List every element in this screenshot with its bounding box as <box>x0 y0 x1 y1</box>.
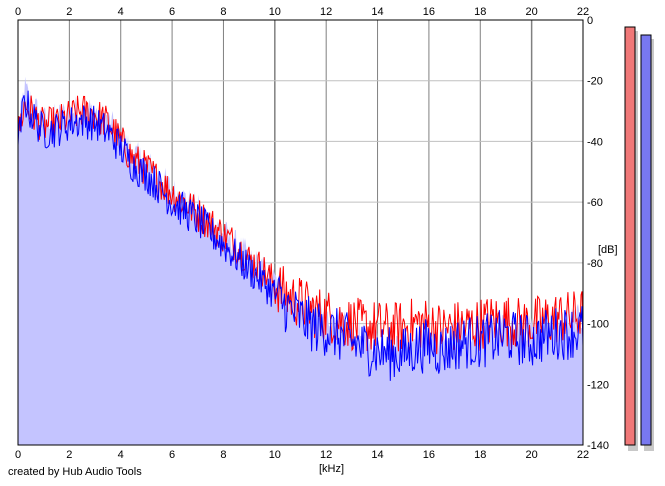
x-tick-label-top: 4 <box>118 6 124 18</box>
series-line-blue <box>17 90 584 381</box>
x-tick-label-bottom: 0 <box>15 449 21 461</box>
x-tick-label-top: 6 <box>169 6 175 18</box>
y-tick-label: 0 <box>587 15 593 27</box>
x-tick-label-top: 12 <box>320 6 332 18</box>
x-tick-label-bottom: 2 <box>66 449 72 461</box>
y-tick-label: -80 <box>587 258 603 270</box>
x-tick-label-bottom: 8 <box>220 449 226 461</box>
x-tick-label-top: 8 <box>220 6 226 18</box>
plot-frame <box>17 19 584 446</box>
y-tick-label: -60 <box>587 197 603 209</box>
y-tick-label: -40 <box>587 136 603 148</box>
x-ticks-top: 0 2 4 6 8 10 12 14 16 18 20 22 <box>15 6 589 18</box>
x-tick-label-top: 14 <box>371 6 383 18</box>
level-meter-left <box>624 26 636 446</box>
x-tick-label-top: 10 <box>269 6 281 18</box>
credit-text: created by Hub Audio Tools <box>8 466 142 478</box>
y-ticks: 0 -20 -40 -60 -80 -100 -120 -140 <box>587 15 609 452</box>
x-tick-label-top: 18 <box>474 6 486 18</box>
y-tick-label: -100 <box>587 319 609 331</box>
y-tick-label: -140 <box>587 440 609 452</box>
y-tick-label: -20 <box>587 76 603 88</box>
x-tick-label-top: 0 <box>15 6 21 18</box>
x-tick-label-top: 2 <box>66 6 72 18</box>
level-meter-right <box>640 34 652 446</box>
x-tick-label-bottom: 16 <box>423 449 435 461</box>
x-ticks-bottom: 0 2 4 6 8 10 12 14 16 18 20 22 <box>15 449 589 461</box>
y-tick-label: -120 <box>587 379 609 391</box>
level-meters <box>624 26 654 451</box>
x-tick-label-bottom: 22 <box>577 449 589 461</box>
x-tick-label-bottom: 20 <box>526 449 538 461</box>
x-tick-label-top: 16 <box>423 6 435 18</box>
y-axis-label: [dB] <box>598 244 618 256</box>
x-tick-label-top: 20 <box>526 6 538 18</box>
x-tick-label-bottom: 18 <box>474 449 486 461</box>
x-tick-label-bottom: 6 <box>169 449 175 461</box>
x-tick-label-bottom: 12 <box>320 449 332 461</box>
series-layer <box>17 19 584 446</box>
x-tick-label-bottom: 4 <box>118 449 124 461</box>
spectrum-fill <box>18 76 583 445</box>
x-tick-label-bottom: 14 <box>371 449 383 461</box>
x-axis-label: [kHz] <box>319 463 344 475</box>
spectrum-fill-area <box>18 76 583 445</box>
x-tick-label-top: 22 <box>577 6 589 18</box>
x-tick-label-bottom: 10 <box>269 449 281 461</box>
